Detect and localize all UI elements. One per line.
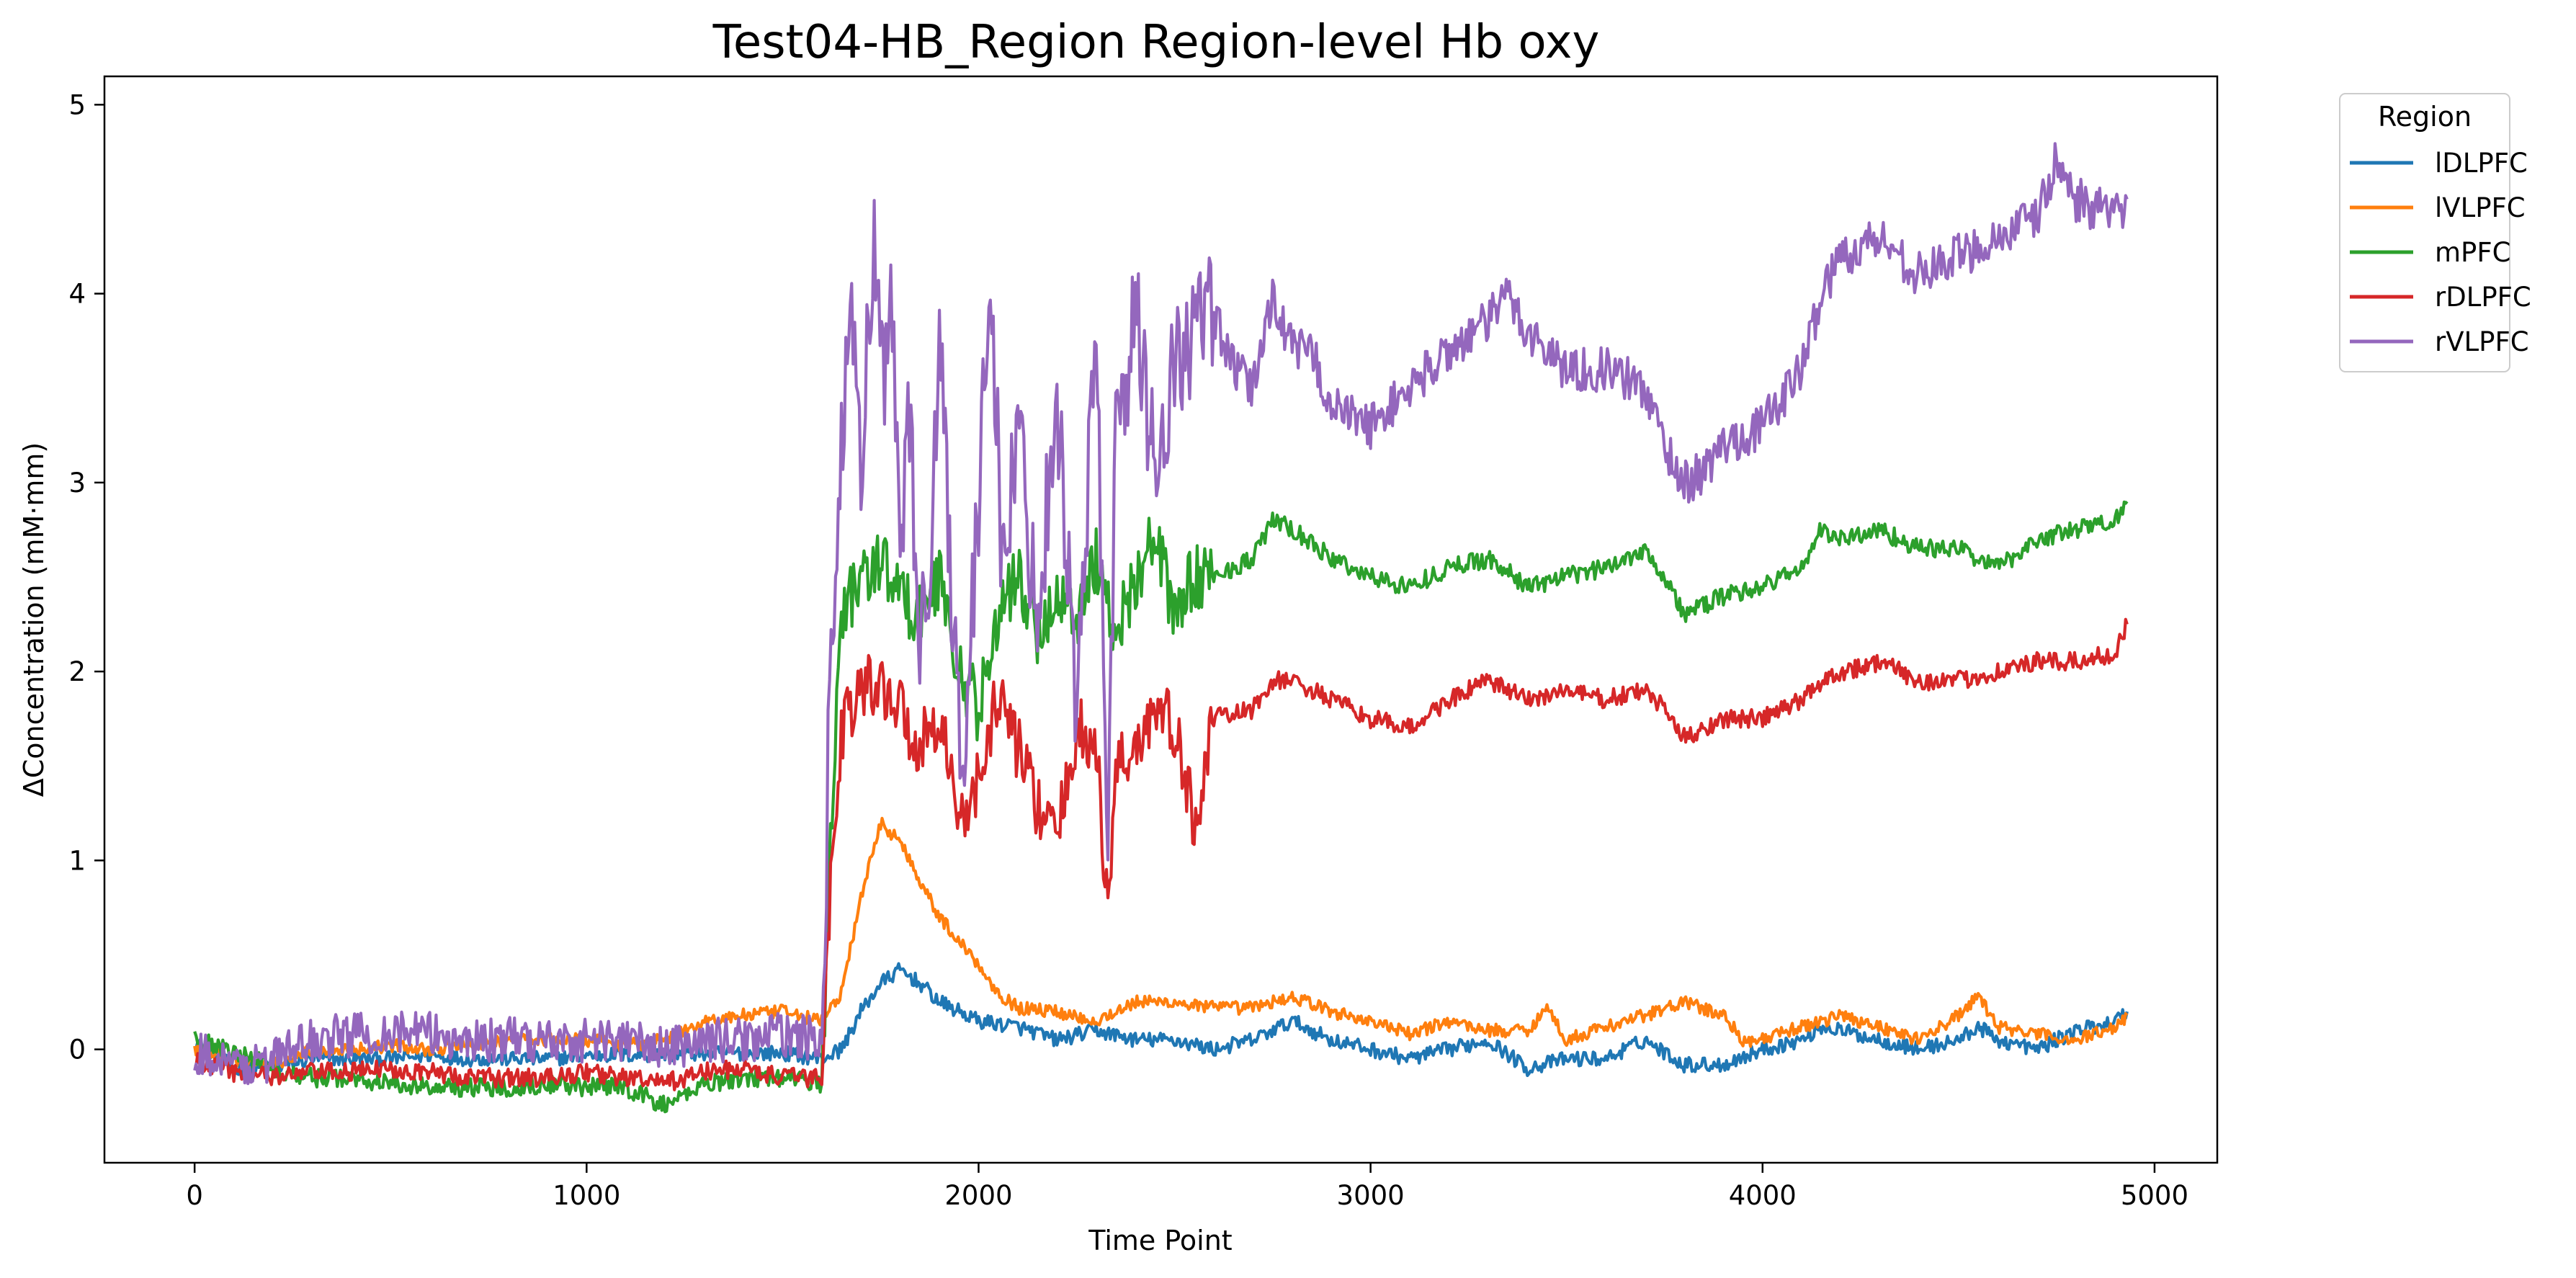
legend-item-mpfc: mPFC [2350,237,2510,268]
x-tick-label: 1000 [553,1180,620,1211]
y-tick-label: 5 [68,89,86,120]
y-tick-label: 3 [68,468,86,499]
y-tick-label: 2 [68,656,86,687]
series-line-rvlpfc [193,142,2129,1086]
legend-title: Region [2378,101,2472,133]
legend-label: rVLPFC [2435,326,2529,357]
legend-label: lDLPFC [2435,148,2528,179]
series-line-mpfc [193,500,2129,1114]
x-axis: 0 1000 2000 3000 4000 5000 [186,1163,2188,1211]
legend-item-rvlpfc: rVLPFC [2350,326,2529,357]
x-tick-label: 5000 [2121,1180,2188,1211]
x-axis-label: Time Point [1088,1225,1232,1256]
y-axis: 0 1 2 3 4 5 [68,89,104,1065]
legend-item-ldlpfc: lDLPFC [2350,148,2528,179]
series-line-ldlpfc [193,962,2129,1078]
plot-frame [103,75,2219,1164]
series-line-rdlpfc [194,617,2129,1091]
x-tick-label: 3000 [1337,1180,1405,1211]
x-tick-label: 0 [186,1180,203,1211]
y-tick-label: 1 [68,845,86,876]
legend-item-rdlpfc: rDLPFC [2350,282,2531,313]
legend-items: lDLPFC lVLPFC mPFC rDLPFC rVLPFC [2350,148,2531,357]
x-tick-label: 4000 [1729,1180,1797,1211]
series-lines [193,142,2129,1114]
legend-label: lVLPFC [2435,192,2526,223]
x-tick-label: 2000 [944,1180,1012,1211]
legend-item-lvlpfc: lVLPFC [2350,192,2526,223]
y-tick-label: 0 [68,1035,86,1065]
y-axis-label: ΔConcentration (mM·mm) [18,442,50,797]
y-tick-label: 4 [68,279,86,310]
legend-label: mPFC [2435,237,2510,268]
legend-label: rDLPFC [2435,282,2531,313]
chart-title: Test04-HB_Region Region-level Hb oxy [712,16,1600,69]
legend: Region lDLPFC lVLPFC mPFC rDLPFC rVLPFC [2339,93,2531,372]
